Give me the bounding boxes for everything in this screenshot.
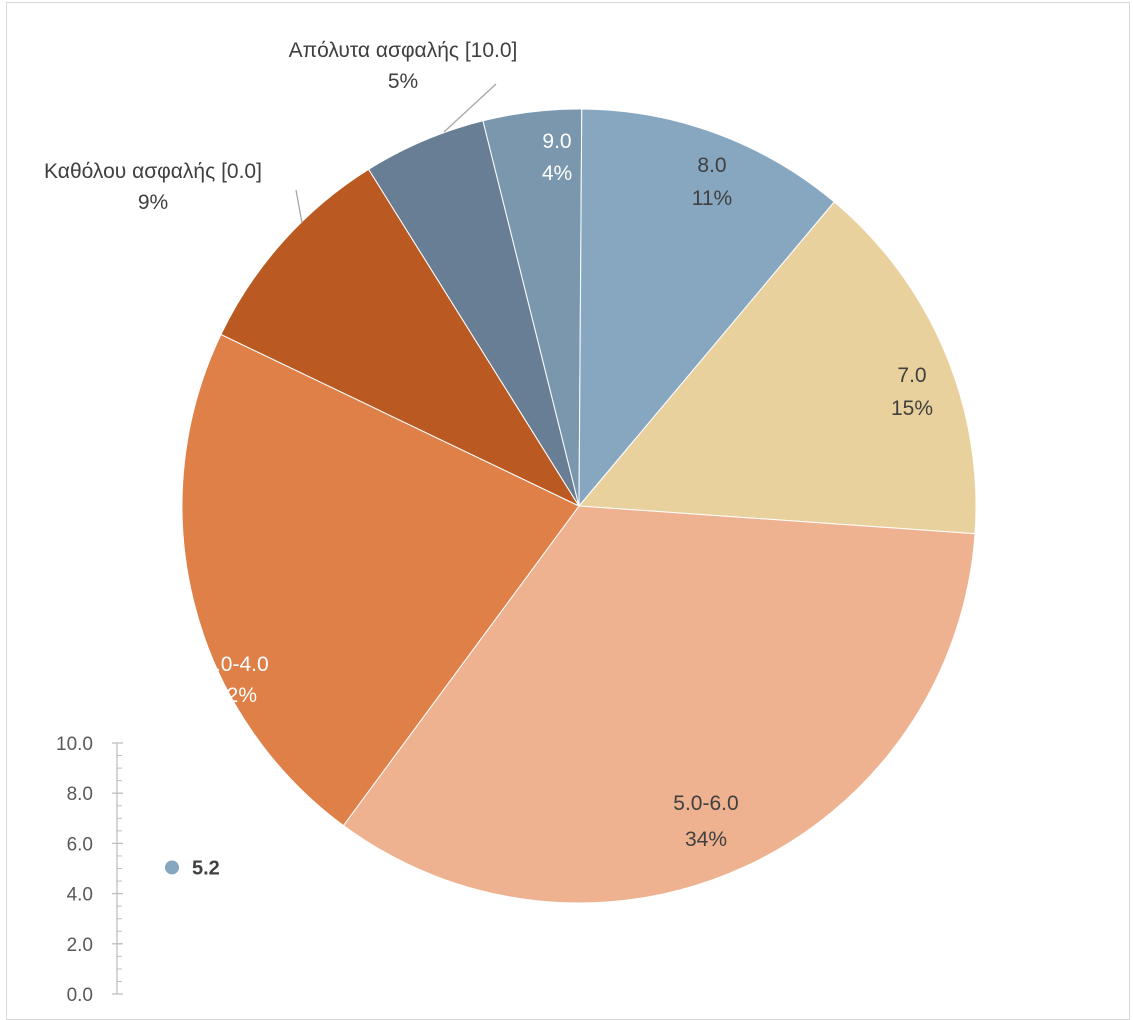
slice-label-name-6: 8.0 (697, 154, 726, 177)
pie-data-labels: 7.0 15% 5.0-6.0 34% 1.0-4.0 22% Καθόλου ασφαλή… (44, 39, 933, 851)
slice-label-percent-5: 4% (542, 162, 572, 185)
tick-label: 4.0 (67, 885, 93, 906)
tick-label: 6.0 (67, 834, 93, 855)
tick-label: 8.0 (67, 784, 93, 805)
average-marker (165, 860, 179, 875)
pie-slice-3 (220, 168, 581, 508)
pie-slices (181, 108, 977, 904)
average-axis: 0.0 2.0 4.0 6.0 8.0 10.0 5.2 (56, 734, 220, 1006)
pie-slice-2 (181, 333, 580, 827)
average-axis-minor-ticks (117, 742, 122, 995)
slice-label-percent-6: 11% (692, 187, 732, 210)
pie-slice-6 (578, 108, 835, 508)
tick-label: 2.0 (67, 935, 93, 956)
slice-label-percent-3: 9% (138, 191, 168, 214)
slice-label-name-1: 5.0-6.0 (673, 792, 738, 815)
slice-label-percent-4: 5% (388, 70, 418, 93)
average-axis-ticks: 0.0 2.0 4.0 6.0 8.0 10.0 (56, 734, 123, 1006)
slice-label-percent-1: 34% (685, 828, 727, 851)
slice-label-name-3: Καθόλου ασφαλής [0.0] (44, 160, 262, 183)
slice-label-name-5: 9.0 (542, 130, 571, 153)
slice-label-name-4: Απόλυτα ασφαλής [10.0] (289, 39, 518, 62)
slice-label-name-0: 7.0 (897, 364, 926, 387)
leader-lines (295, 83, 497, 224)
pie-slice-1 (342, 505, 976, 904)
slice-label-name-2: 1.0-4.0 (203, 653, 268, 676)
leader-line-3 (295, 189, 303, 224)
tick-label: 0.0 (67, 985, 93, 1006)
slice-label-percent-0: 15% (891, 397, 933, 420)
average-value-label: 5.2 (192, 857, 220, 879)
leader-line-4 (443, 83, 497, 133)
slice-label-percent-2: 22% (215, 684, 257, 707)
pie-slice-0 (577, 201, 977, 535)
tick-label: 10.0 (56, 734, 93, 755)
